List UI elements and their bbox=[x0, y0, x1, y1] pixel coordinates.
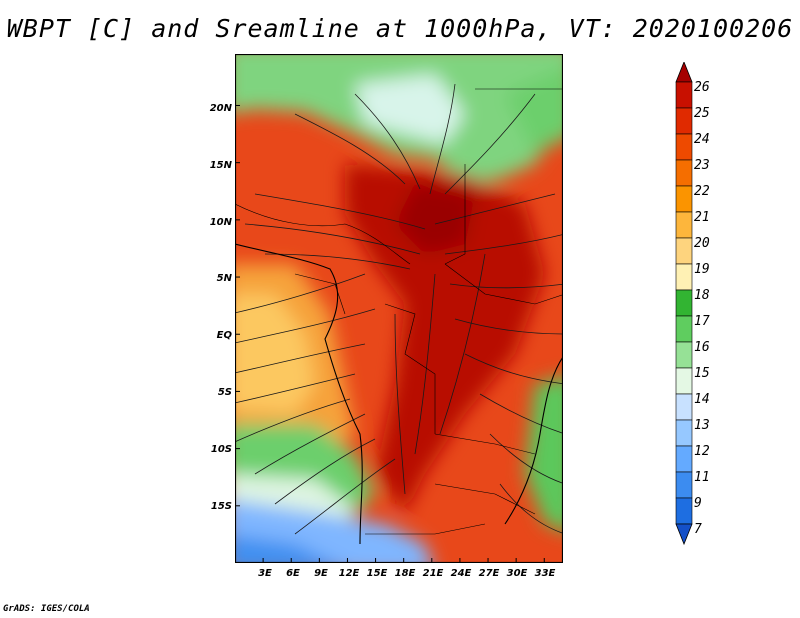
colorbar-label: 17 bbox=[694, 314, 710, 329]
lat-tick-label: 10N bbox=[209, 217, 232, 228]
lon-tick-label: 18E bbox=[394, 568, 416, 579]
lat-tick-label: 5S bbox=[217, 387, 232, 398]
lon-tick-marks bbox=[262, 558, 545, 563]
lat-tick-label: 10S bbox=[210, 444, 232, 455]
colorbar-label: 11 bbox=[694, 470, 710, 485]
colorbar bbox=[675, 62, 693, 546]
lat-tick-label: 15N bbox=[209, 160, 232, 171]
colorbar-label: 15 bbox=[694, 366, 710, 381]
colorbar-swatch bbox=[675, 341, 693, 369]
lat-tick-label: 20N bbox=[209, 103, 232, 114]
lat-tick-marks bbox=[235, 104, 240, 507]
colorbar-swatch bbox=[675, 81, 693, 109]
colorbar-label: 18 bbox=[694, 288, 710, 303]
lon-tick-label: 33E bbox=[534, 568, 556, 579]
map-title: WBPT [C] and Sreamline at 1000hPa, VT: 2… bbox=[6, 14, 794, 43]
lat-tick-label: EQ bbox=[216, 330, 232, 341]
colorbar-swatch bbox=[675, 185, 693, 213]
colorbar-label: 12 bbox=[694, 444, 710, 459]
lon-tick-label: 27E bbox=[478, 568, 500, 579]
colorbar-swatch bbox=[675, 315, 693, 343]
colorbar-label: 16 bbox=[694, 340, 710, 355]
lat-tick-label: 15S bbox=[210, 501, 232, 512]
colorbar-swatch bbox=[675, 497, 693, 525]
grads-credit: GrADS: IGES/COLA bbox=[3, 604, 90, 614]
lon-tick-label: 30E bbox=[506, 568, 528, 579]
colorbar-label: 23 bbox=[694, 158, 710, 173]
colorbar-arrow-bottom bbox=[675, 523, 693, 546]
coastline bbox=[235, 243, 363, 545]
wbpt-shading bbox=[235, 54, 563, 563]
colorbar-label: 22 bbox=[694, 184, 710, 199]
streamlines bbox=[235, 83, 563, 535]
colorbar-label: 13 bbox=[694, 418, 710, 433]
colorbar-swatch bbox=[675, 367, 693, 395]
east-coastline bbox=[504, 355, 563, 525]
colorbar-label: 21 bbox=[694, 210, 710, 225]
colorbar-label: 9 bbox=[694, 496, 702, 511]
map-panel bbox=[235, 54, 563, 563]
colorbar-swatch bbox=[675, 211, 693, 239]
lon-tick-label: 12E bbox=[338, 568, 360, 579]
lon-tick-label: 3E bbox=[258, 568, 272, 579]
colorbar-swatch bbox=[675, 445, 693, 473]
colorbar-swatch bbox=[675, 419, 693, 447]
colorbar-label: 25 bbox=[694, 106, 710, 121]
colorbar-label: 20 bbox=[694, 236, 710, 251]
colorbar-swatch bbox=[675, 263, 693, 291]
lon-tick-label: 6E bbox=[286, 568, 300, 579]
colorbar-label: 26 bbox=[694, 80, 710, 95]
lon-tick-label: 24E bbox=[450, 568, 472, 579]
lat-tick-label: 5N bbox=[216, 273, 232, 284]
lon-tick-label: 9E bbox=[314, 568, 328, 579]
colorbar-label: 24 bbox=[694, 132, 710, 147]
colorbar-swatch bbox=[675, 133, 693, 161]
colorbar-label: 19 bbox=[694, 262, 710, 277]
lon-tick-label: 15E bbox=[366, 568, 388, 579]
colorbar-swatch bbox=[675, 393, 693, 421]
colorbar-label: 7 bbox=[694, 522, 702, 537]
country-borders bbox=[235, 88, 563, 535]
colorbar-swatch bbox=[675, 237, 693, 265]
colorbar-arrow-top bbox=[675, 62, 693, 83]
lon-tick-label: 21E bbox=[422, 568, 444, 579]
colorbar-swatch bbox=[675, 471, 693, 499]
colorbar-swatch bbox=[675, 289, 693, 317]
colorbar-swatch bbox=[675, 107, 693, 135]
colorbar-label: 14 bbox=[694, 392, 710, 407]
colorbar-swatch bbox=[675, 159, 693, 187]
